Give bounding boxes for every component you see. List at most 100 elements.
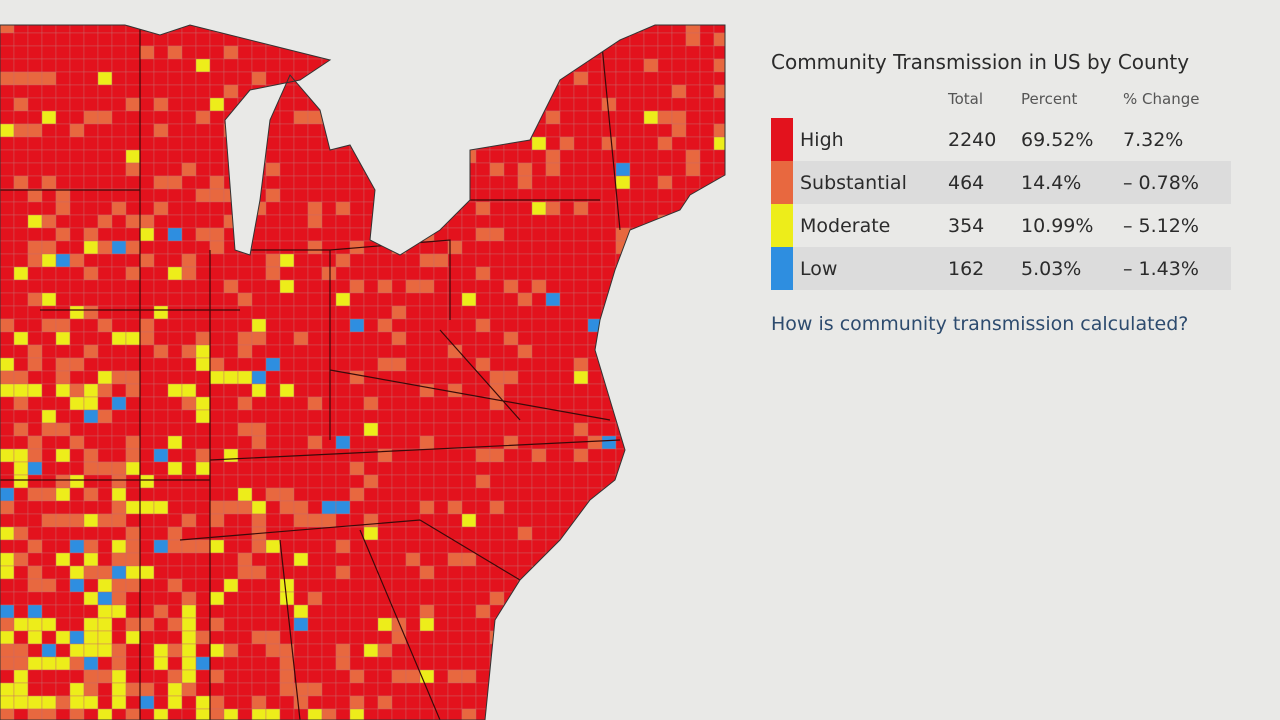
county xyxy=(237,370,253,385)
county xyxy=(587,25,603,34)
county xyxy=(293,32,309,47)
county xyxy=(13,344,29,359)
county xyxy=(265,396,281,411)
county xyxy=(587,58,603,73)
county xyxy=(0,266,15,281)
county xyxy=(643,630,659,645)
county xyxy=(13,474,29,489)
county xyxy=(321,110,337,125)
county xyxy=(97,136,113,151)
county xyxy=(13,45,29,60)
county xyxy=(447,552,463,567)
county xyxy=(41,110,57,125)
county xyxy=(728,436,730,449)
county xyxy=(461,58,477,73)
county xyxy=(615,461,631,476)
county xyxy=(405,357,421,372)
county xyxy=(139,487,155,502)
county xyxy=(657,162,673,177)
county xyxy=(391,266,407,281)
county xyxy=(391,110,407,125)
county xyxy=(699,708,715,720)
county xyxy=(545,227,561,242)
county xyxy=(349,175,365,190)
county xyxy=(139,578,155,593)
county xyxy=(41,240,57,255)
county xyxy=(307,656,323,671)
county xyxy=(13,435,29,450)
county xyxy=(615,643,631,658)
county xyxy=(629,409,645,424)
county xyxy=(265,435,281,450)
county xyxy=(237,201,253,216)
info-link[interactable]: How is community transmission calculated… xyxy=(771,313,1189,335)
county xyxy=(377,552,393,567)
county xyxy=(419,266,435,281)
county xyxy=(475,227,491,242)
county xyxy=(489,97,505,112)
county xyxy=(699,84,715,99)
county xyxy=(55,526,71,541)
county xyxy=(545,344,561,359)
county xyxy=(489,305,505,320)
county xyxy=(657,25,673,34)
county xyxy=(69,474,85,489)
county xyxy=(643,331,659,346)
county xyxy=(475,175,491,190)
county xyxy=(13,331,29,346)
county xyxy=(251,656,267,671)
county xyxy=(615,266,631,281)
county xyxy=(237,383,253,398)
county xyxy=(13,149,29,164)
county xyxy=(307,25,323,34)
county xyxy=(125,409,141,424)
county xyxy=(27,500,43,515)
county xyxy=(475,32,491,47)
county xyxy=(559,552,575,567)
county xyxy=(195,370,211,385)
county xyxy=(531,409,547,424)
county xyxy=(615,305,631,320)
county xyxy=(587,383,603,398)
county xyxy=(349,84,365,99)
county xyxy=(209,617,225,632)
county xyxy=(209,71,225,86)
county xyxy=(587,227,603,242)
county xyxy=(643,578,659,593)
county xyxy=(587,448,603,463)
county xyxy=(419,253,435,268)
county xyxy=(181,227,197,242)
county xyxy=(587,201,603,216)
county xyxy=(293,136,309,151)
county-layer xyxy=(0,25,730,720)
county xyxy=(699,513,715,528)
county xyxy=(433,45,449,60)
county xyxy=(181,162,197,177)
county xyxy=(573,422,589,437)
county xyxy=(728,254,730,267)
county xyxy=(13,266,29,281)
county xyxy=(265,227,281,242)
county xyxy=(181,305,197,320)
county xyxy=(209,123,225,138)
county xyxy=(587,253,603,268)
county xyxy=(293,643,309,658)
row-cells: Moderate 354 10.99% – 5.12% xyxy=(793,204,1231,247)
county xyxy=(293,331,309,346)
county xyxy=(335,110,351,125)
county xyxy=(293,604,309,619)
county xyxy=(363,123,379,138)
county xyxy=(713,383,725,398)
county xyxy=(433,240,449,255)
county xyxy=(405,162,421,177)
county xyxy=(237,552,253,567)
county xyxy=(321,500,337,515)
county xyxy=(27,110,43,125)
county xyxy=(0,396,15,411)
county xyxy=(559,539,575,554)
county xyxy=(111,32,127,47)
county xyxy=(391,435,407,450)
county xyxy=(125,357,141,372)
county xyxy=(377,123,393,138)
county xyxy=(139,591,155,606)
